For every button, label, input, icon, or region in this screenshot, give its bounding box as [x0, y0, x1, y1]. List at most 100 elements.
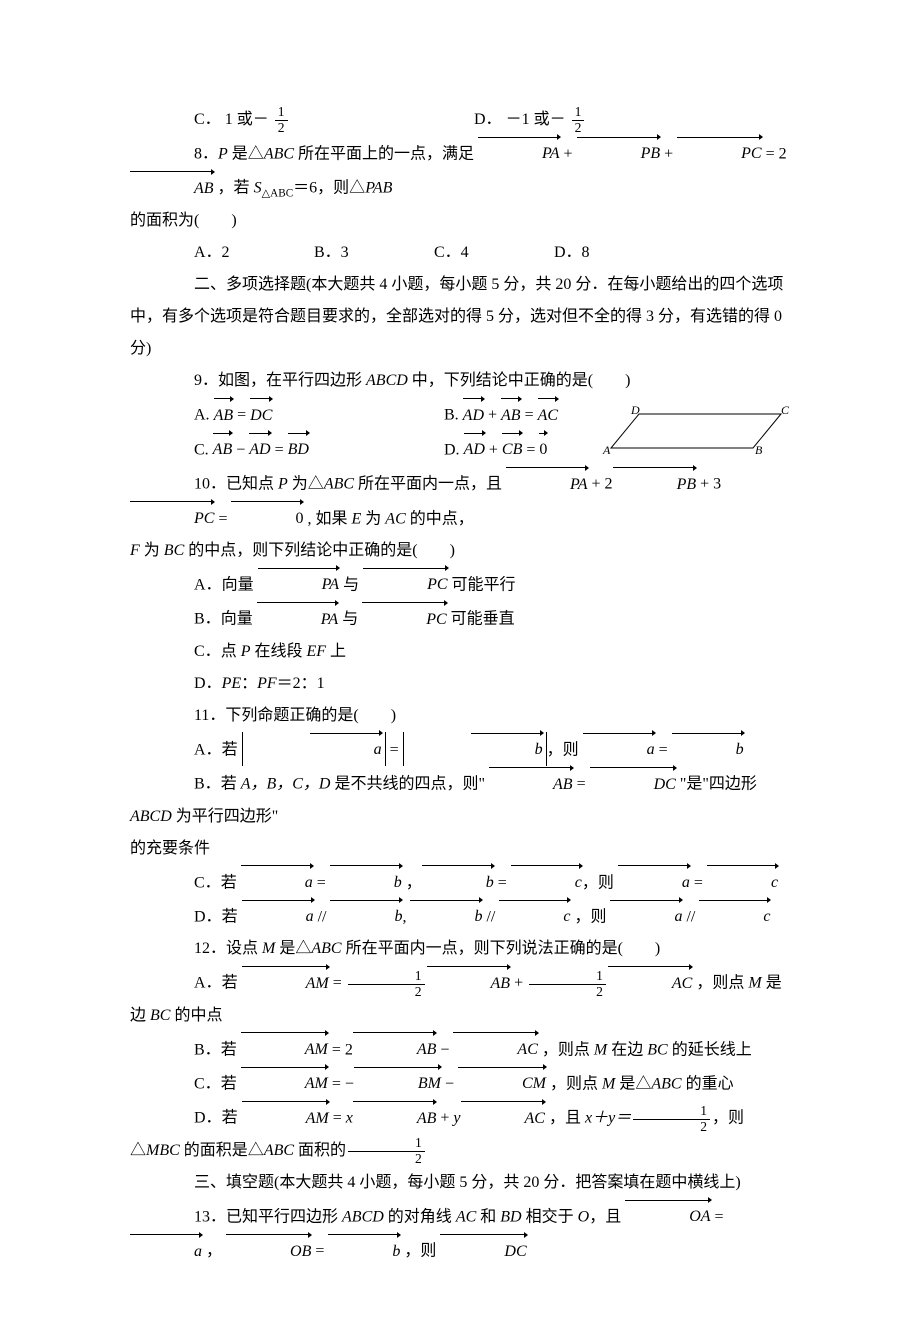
t: 是△: [275, 940, 311, 957]
var: ABC: [264, 145, 294, 162]
vec: AB: [214, 397, 234, 431]
v: AC: [385, 510, 405, 527]
v: M: [262, 940, 275, 957]
q11-b-line2: 的充要条件: [130, 833, 790, 865]
t: 是△: [228, 145, 264, 162]
vec: AB: [213, 432, 233, 466]
label: D．: [194, 675, 222, 692]
t: 的面积是△: [180, 1142, 264, 1159]
t: ，则: [570, 908, 610, 925]
v: ABCD: [130, 808, 172, 825]
op: = 2: [328, 1041, 353, 1058]
t: ，则: [400, 1243, 440, 1260]
q10-line1: 10．已知点 P 为△ABC 所在平面内一点，且 PA + 2PB + 3PC …: [130, 466, 790, 535]
label: B．: [194, 611, 221, 628]
q8-a: A．2: [194, 237, 314, 269]
v: ABC: [324, 476, 354, 493]
vec: AB: [489, 766, 573, 800]
q9-a: A. AB = DC: [194, 397, 444, 431]
q11-a: A．若 a = b，则 a = b: [130, 732, 790, 766]
v: ABC: [651, 1075, 681, 1092]
vec: AC: [461, 1100, 545, 1134]
vec: CB: [502, 432, 522, 466]
label: C.: [194, 441, 213, 458]
vec: b: [422, 865, 494, 899]
t: 相交于: [522, 1208, 578, 1225]
text: 1 或－: [225, 111, 269, 128]
q11-b-line1: B．若 A，B，C，D 是不共线的四点，则" AB = DC "是"四边形 AB…: [130, 766, 790, 832]
vec: PB: [613, 466, 697, 500]
op: =: [233, 407, 250, 424]
op: =: [494, 874, 511, 891]
op: //: [682, 908, 699, 925]
t: 若: [222, 908, 242, 925]
q7-option-d: D． －1 或－ 1 2: [474, 104, 586, 136]
q10-b: B．向量 PA 与 PC 可能垂直: [130, 601, 790, 635]
op: =: [573, 776, 590, 793]
v: PF: [257, 675, 277, 692]
sub: △ABC: [262, 188, 294, 200]
t: 中，下列结论中正确的是( ): [408, 372, 631, 389]
vec-a: a: [583, 732, 655, 766]
v: x: [346, 1110, 353, 1127]
op: =: [214, 510, 231, 527]
vec: b: [328, 1233, 400, 1267]
vec: a: [241, 865, 313, 899]
t: ，: [402, 874, 422, 891]
vec-pa: PA: [478, 136, 559, 170]
vec: PA: [258, 567, 339, 601]
t: ＝6，则△: [293, 180, 365, 197]
vec: a: [618, 865, 690, 899]
text: －1 或－: [506, 111, 566, 128]
label: D．: [194, 1110, 222, 1127]
t: 所在平面上的一点，满足: [294, 145, 478, 162]
label-a: A: [602, 443, 611, 457]
op: +: [485, 441, 502, 458]
vec: AB: [353, 1032, 437, 1066]
q10-c: C．点 P 在线段 EF 上: [130, 636, 790, 668]
vec: AB: [353, 1100, 437, 1134]
q9-b: B. AD + AB = AC: [444, 397, 558, 431]
abs-b: b: [403, 732, 547, 766]
op: =: [521, 407, 538, 424]
q8-line2: 的面积为( ): [130, 205, 790, 237]
op: −: [441, 1075, 458, 1092]
t: 若: [222, 1110, 242, 1127]
vec: AC: [453, 1032, 537, 1066]
op: =: [313, 874, 330, 891]
label: A.: [194, 407, 214, 424]
vec: OB: [226, 1233, 311, 1267]
vec-b: b: [672, 732, 744, 766]
vec: DC: [440, 1233, 526, 1267]
q11-c: C．若 a = b ，b = c，则 a = c: [130, 865, 790, 899]
t: ：: [241, 675, 257, 692]
t: 的面积为( ): [130, 212, 237, 229]
q12-d: D．若 AM = xAB + yAC ，且 x＋y＝12，则△MBC 的面积是△…: [130, 1100, 790, 1166]
vec: AM: [242, 965, 329, 999]
vec: AD: [463, 397, 484, 431]
t: ，则点: [546, 1075, 602, 1092]
op: =: [711, 1208, 724, 1225]
t: ，则点: [538, 1041, 594, 1058]
abs-a: a: [242, 732, 386, 766]
vec: DC: [590, 766, 676, 800]
q11-d: D．若 a // b, b // c ，则 a // c: [130, 899, 790, 933]
q10-a: A．向量 PA 与 PC 可能平行: [130, 567, 790, 601]
op: +: [660, 145, 677, 162]
label: D．: [474, 111, 502, 128]
vec: AC: [538, 397, 558, 431]
t: 的重心: [682, 1075, 734, 1092]
t: 所在平面内一点，且: [354, 476, 506, 493]
q11-b: B．若 A，B，C，D 是不共线的四点，则" AB = DC "是"四边形 AB…: [130, 766, 790, 864]
vec-zero: 0: [539, 432, 547, 466]
v: y: [453, 1110, 460, 1127]
t: 若: [221, 776, 241, 793]
v: P: [278, 476, 288, 493]
q12-c: C．若 AM = −BM − CM ，则点 M 是△ABC 的重心: [130, 1066, 790, 1100]
v: A，B，C，D: [241, 776, 331, 793]
t: 向量: [221, 611, 257, 628]
text: 二、多项选择题(本大题共 4 小题，每小题 5 分，共 20 分．在每小题给出的…: [130, 276, 783, 357]
op: //: [482, 908, 499, 925]
t: 在线段: [250, 643, 306, 660]
vec: BM: [354, 1066, 441, 1100]
